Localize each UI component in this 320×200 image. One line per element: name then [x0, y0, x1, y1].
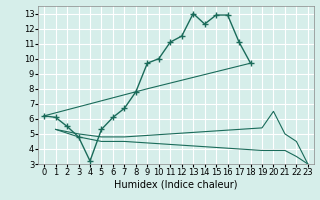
- X-axis label: Humidex (Indice chaleur): Humidex (Indice chaleur): [114, 180, 238, 190]
